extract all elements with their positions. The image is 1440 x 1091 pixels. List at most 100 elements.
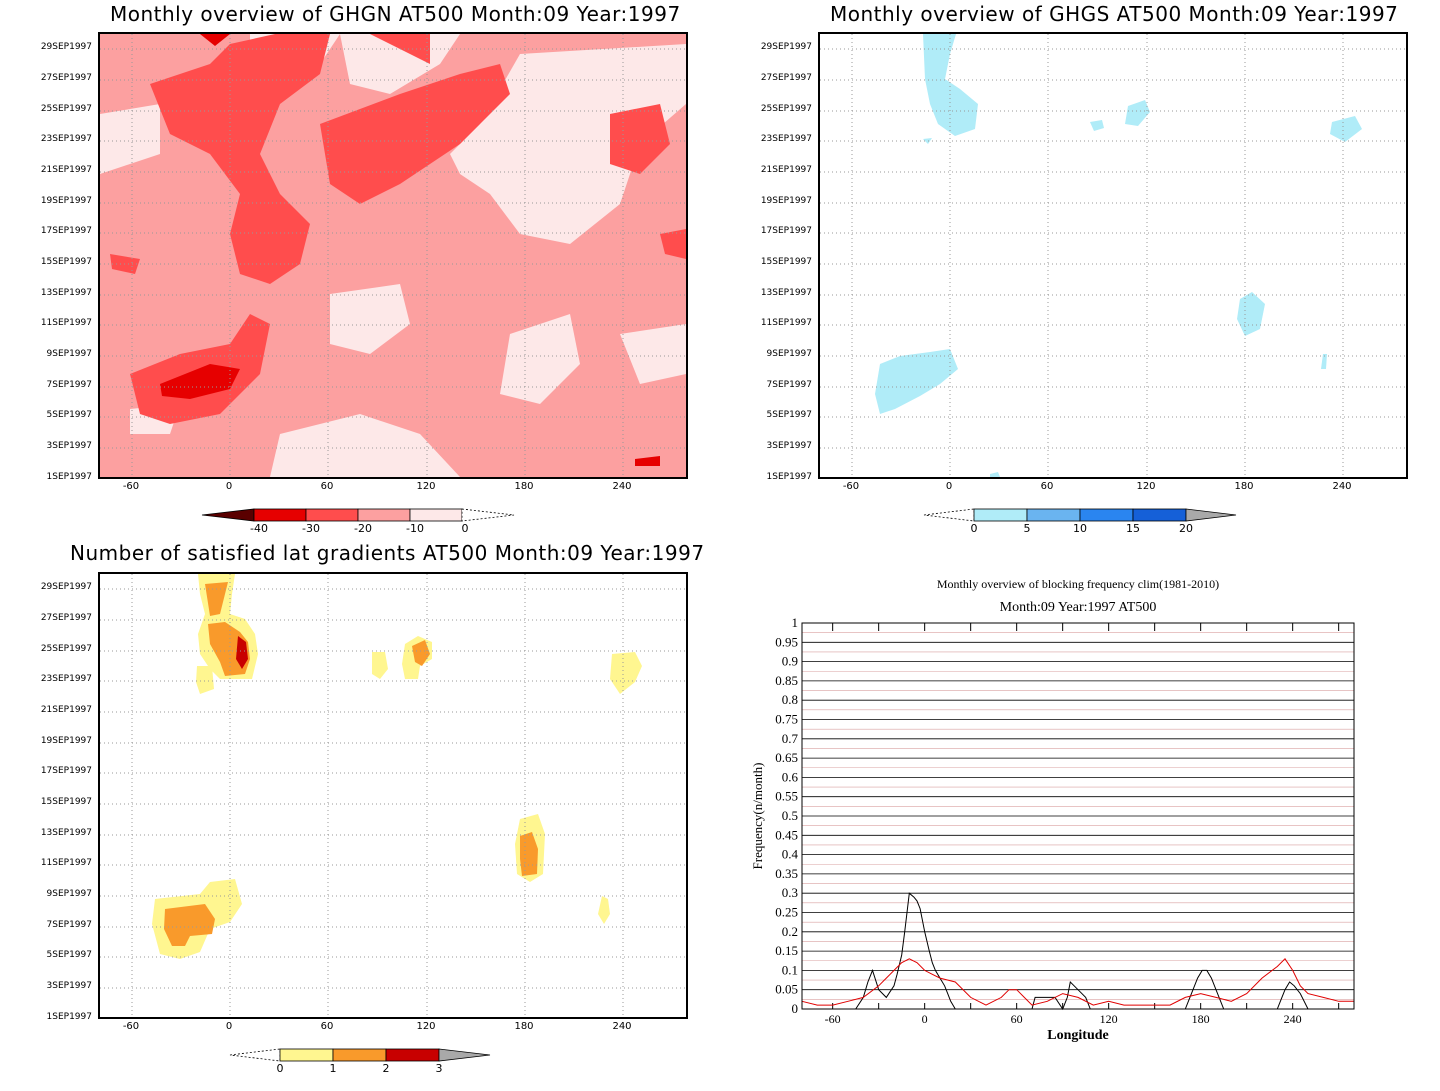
ghgs-y-tick: 17SEP1997 — [760, 226, 812, 236]
ghgs-y-tick: 25SEP1997 — [760, 104, 812, 114]
blocking-series-line-1 — [802, 892, 1354, 1011]
blocking-y-tick: 0.8 — [782, 692, 798, 707]
ghgn-plot — [98, 32, 688, 479]
blocking-x-ticks: -60 0 60 120 180 240 — [825, 623, 1340, 1026]
ghgs-y-tick: 23SEP1997 — [760, 134, 812, 144]
blocking-grid — [802, 622, 1354, 1010]
ghgn-colorbar-label: 0 — [461, 522, 469, 535]
ghgn-y-tick: 3SEP1997 — [46, 441, 92, 451]
gradients-plot — [98, 572, 688, 1019]
gradients-y-tick: 1SEP1997 — [46, 1012, 92, 1022]
ghgs-colorbar-lower-triangle — [923, 508, 975, 522]
ghgn-light-region — [270, 414, 460, 477]
ghgn-y-tick: 1SEP1997 — [46, 472, 92, 482]
gradients-colorbar-swatch — [385, 1048, 440, 1062]
blocking-plot-frame — [801, 622, 1355, 1010]
gradients-darkred-region — [236, 636, 248, 669]
gradients-x-tick: 180 — [514, 1021, 534, 1032]
gradients-yellow-region — [598, 896, 610, 924]
blocking-y-tick: 1 — [792, 615, 799, 630]
gradients-colorbar — [229, 1048, 491, 1062]
blocking-y-tick: 0.2 — [782, 924, 798, 939]
gradients-y-tick: 3SEP1997 — [46, 981, 92, 991]
ghgn-y-tick: 27SEP1997 — [40, 73, 92, 83]
gradients-orange-region — [164, 904, 215, 946]
ghgn-colorbar-label: -10 — [406, 522, 424, 535]
ghgn-y-tick: 5SEP1997 — [46, 410, 92, 420]
ghgs-blob — [1125, 100, 1150, 126]
ghgn-colorbar-swatch — [357, 508, 411, 522]
ghgn-y-tick: 11SEP1997 — [40, 318, 92, 328]
ghgs-colorbar-label: 5 — [1023, 522, 1031, 535]
gradients-colorbar-upper-triangle — [438, 1048, 491, 1062]
ghgs-y-tick: 3SEP1997 — [766, 441, 812, 451]
blocking-x-tick: -60 — [825, 1012, 841, 1026]
ghgs-y-tick: 27SEP1997 — [760, 73, 812, 83]
ghgn-colorbar-label: -20 — [354, 522, 372, 535]
ghgs-colorbar-swatch — [1026, 508, 1081, 522]
ghgn-mid-region — [660, 229, 686, 259]
blocking-y-tick: 0.1 — [782, 962, 798, 977]
gradients-colorbar-swatch — [279, 1048, 334, 1062]
ghgn-grid — [100, 34, 686, 477]
blocking-y-tick: 0.75 — [775, 712, 798, 727]
ghgn-colorbar-lower-triangle — [201, 508, 255, 522]
ghgn-y-tick: 21SEP1997 — [40, 165, 92, 175]
ghgn-y-tick: 29SEP1997 — [40, 42, 92, 52]
gradients-y-tick: 19SEP1997 — [40, 736, 92, 746]
gradients-y-tick: 15SEP1997 — [40, 797, 92, 807]
ghgs-y-tick: 7SEP1997 — [766, 380, 812, 390]
blocking-series-line-2 — [801, 958, 1354, 1006]
gradients-x-tick: 60 — [320, 1021, 334, 1032]
ghgn-colorbar-label: -40 — [250, 522, 268, 535]
blocking-x-tick: 120 — [1100, 1012, 1118, 1026]
ghgs-y-tick: 13SEP1997 — [760, 288, 812, 298]
blocking-x-tick: 0 — [922, 1012, 928, 1026]
ghgs-blob — [1321, 354, 1327, 369]
blocking-y-tick: 0.45 — [775, 827, 798, 842]
ghgn-mid-region — [320, 64, 510, 204]
ghgs-blob — [1330, 116, 1362, 142]
ghgs-blob — [990, 472, 1000, 477]
gradients-yellow-region — [196, 666, 214, 694]
gradients-orange-region — [205, 582, 228, 616]
ghgs-x-tick: 0 — [945, 481, 953, 492]
ghgs-colorbar-label: 10 — [1073, 522, 1087, 535]
ghgn-light-region — [330, 284, 410, 354]
ghgn-y-tick: 15SEP1997 — [40, 257, 92, 267]
ghgs-colorbar-swatch — [1132, 508, 1187, 522]
ghgs-x-tick: -60 — [842, 481, 860, 492]
gradients-y-tick: 23SEP1997 — [40, 674, 92, 684]
ghgn-y-tick: 17SEP1997 — [40, 226, 92, 236]
ghgn-strong-region — [160, 364, 240, 399]
ghgn-x-tick: 60 — [320, 481, 334, 492]
ghgn-strong-region — [635, 456, 660, 466]
gradients-y-tick: 17SEP1997 — [40, 766, 92, 776]
ghgn-field — [100, 34, 686, 477]
ghgs-y-tick: 19SEP1997 — [760, 196, 812, 206]
ghgn-light-region — [100, 104, 160, 174]
gradients-yellow-region — [610, 652, 642, 694]
gradients-y-tick: 13SEP1997 — [40, 828, 92, 838]
ghgn-mid-region — [610, 104, 670, 174]
blocking-ylabel: Frequency(n/month) — [750, 763, 765, 870]
ghgs-y-tick: 11SEP1997 — [760, 318, 812, 328]
gradients-title: Number of satisfied lat gradients AT500 … — [70, 541, 705, 565]
gradients-x-tick: 0 — [225, 1021, 233, 1032]
gradients-colorbar-swatch — [332, 1048, 387, 1062]
gradients-y-tick: 27SEP1997 — [40, 613, 92, 623]
blocking-y-tick: 0.55 — [775, 789, 798, 804]
gradients-y-tick: 9SEP1997 — [46, 889, 92, 899]
ghgn-title: Monthly overview of GHGN AT500 Month:09 … — [110, 2, 681, 26]
ghgn-x-tick: -60 — [122, 481, 140, 492]
ghgs-colorbar-label: 20 — [1179, 522, 1193, 535]
ghgs-y-tick: 15SEP1997 — [760, 257, 812, 267]
ghgs-y-tick: 29SEP1997 — [760, 42, 812, 52]
ghgn-colorbar-swatch — [305, 508, 359, 522]
blocking-xlabel: Longitude — [1047, 1028, 1108, 1043]
blocking-y-tick: 0.3 — [782, 885, 798, 900]
blocking-y-tick: 0.9 — [782, 654, 798, 669]
ghgn-colorbar-label: -30 — [302, 522, 320, 535]
blocking-x-tick: 240 — [1284, 1012, 1302, 1026]
ghgn-colorbar — [201, 508, 515, 522]
